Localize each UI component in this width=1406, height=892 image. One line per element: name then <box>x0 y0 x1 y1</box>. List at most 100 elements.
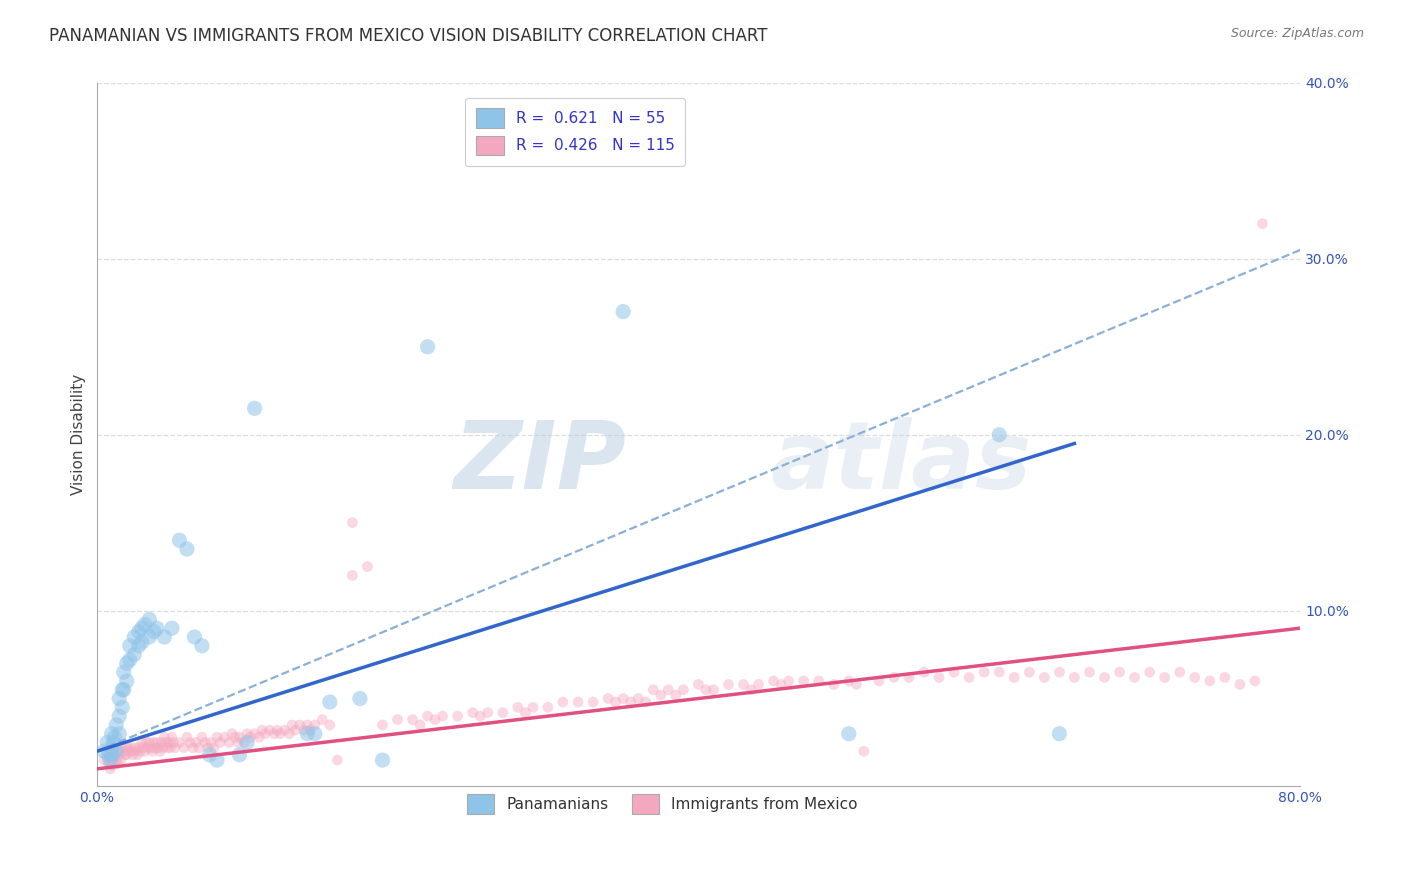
Point <box>957 670 980 684</box>
Point <box>142 624 165 639</box>
Point <box>135 735 157 749</box>
Point <box>598 691 620 706</box>
Point <box>134 617 156 632</box>
Point <box>247 730 270 744</box>
Point <box>221 727 243 741</box>
Y-axis label: Vision Disability: Vision Disability <box>72 374 86 495</box>
Point <box>612 304 634 318</box>
Point <box>153 630 176 644</box>
Point <box>143 740 166 755</box>
Point <box>131 621 153 635</box>
Point <box>342 568 364 582</box>
Point <box>634 695 657 709</box>
Point <box>100 753 122 767</box>
Point <box>988 427 1011 442</box>
Point <box>153 730 176 744</box>
Point <box>1033 670 1056 684</box>
Text: Source: ZipAtlas.com: Source: ZipAtlas.com <box>1230 27 1364 40</box>
Point <box>740 682 762 697</box>
Point <box>128 624 150 639</box>
Point <box>194 735 217 749</box>
Point <box>129 744 152 758</box>
Point <box>236 727 259 741</box>
Point <box>111 682 134 697</box>
Point <box>304 718 326 732</box>
Point <box>115 747 138 762</box>
Point <box>128 639 150 653</box>
Point <box>838 673 860 688</box>
Text: ZIP: ZIP <box>453 417 626 508</box>
Point <box>149 744 172 758</box>
Point <box>1153 670 1175 684</box>
Point <box>551 695 574 709</box>
Point <box>1244 673 1267 688</box>
Point <box>169 735 191 749</box>
Point <box>973 665 995 680</box>
Point <box>105 753 128 767</box>
Point <box>122 630 145 644</box>
Point <box>198 747 221 762</box>
Point <box>297 718 319 732</box>
Point <box>416 709 439 723</box>
Point <box>197 740 219 755</box>
Point <box>118 639 141 653</box>
Point <box>128 740 150 755</box>
Point <box>1047 727 1070 741</box>
Point <box>100 740 122 755</box>
Point <box>1018 665 1040 680</box>
Point <box>1078 665 1101 680</box>
Point <box>152 740 174 755</box>
Point <box>288 718 311 732</box>
Point <box>643 682 665 697</box>
Point <box>582 695 605 709</box>
Point <box>160 621 183 635</box>
Point <box>326 753 349 767</box>
Point <box>121 747 143 762</box>
Point <box>269 727 291 741</box>
Point <box>688 677 710 691</box>
Point <box>243 401 266 416</box>
Point <box>1184 670 1206 684</box>
Point <box>157 735 180 749</box>
Point <box>100 727 122 741</box>
Point <box>103 747 125 762</box>
Point <box>461 706 484 720</box>
Point <box>620 695 643 709</box>
Point <box>96 747 118 762</box>
Point <box>176 542 198 557</box>
Point <box>912 665 935 680</box>
Point <box>141 744 163 758</box>
Point <box>657 682 679 697</box>
Point <box>100 747 122 762</box>
Point <box>156 740 179 755</box>
Point <box>111 700 134 714</box>
Point <box>131 735 153 749</box>
Point <box>100 758 122 772</box>
Point <box>1251 217 1274 231</box>
Point <box>770 677 793 691</box>
Point <box>202 740 225 755</box>
Point <box>108 691 131 706</box>
Point <box>100 744 122 758</box>
Point <box>897 670 920 684</box>
Point <box>205 753 228 767</box>
Point <box>200 735 222 749</box>
Point <box>173 740 195 755</box>
Point <box>356 559 378 574</box>
Point <box>96 735 118 749</box>
Legend: Panamanians, Immigrants from Mexico: Panamanians, Immigrants from Mexico <box>456 783 869 824</box>
Point <box>1123 670 1146 684</box>
Point <box>1002 670 1025 684</box>
Point <box>281 718 304 732</box>
Point <box>304 727 326 741</box>
Point <box>1047 665 1070 680</box>
Text: atlas: atlas <box>770 417 1032 508</box>
Point <box>150 735 173 749</box>
Point <box>311 713 333 727</box>
Point <box>105 718 128 732</box>
Point <box>423 713 446 727</box>
Point <box>176 730 198 744</box>
Point <box>762 673 785 688</box>
Point <box>1198 673 1220 688</box>
Point <box>115 657 138 671</box>
